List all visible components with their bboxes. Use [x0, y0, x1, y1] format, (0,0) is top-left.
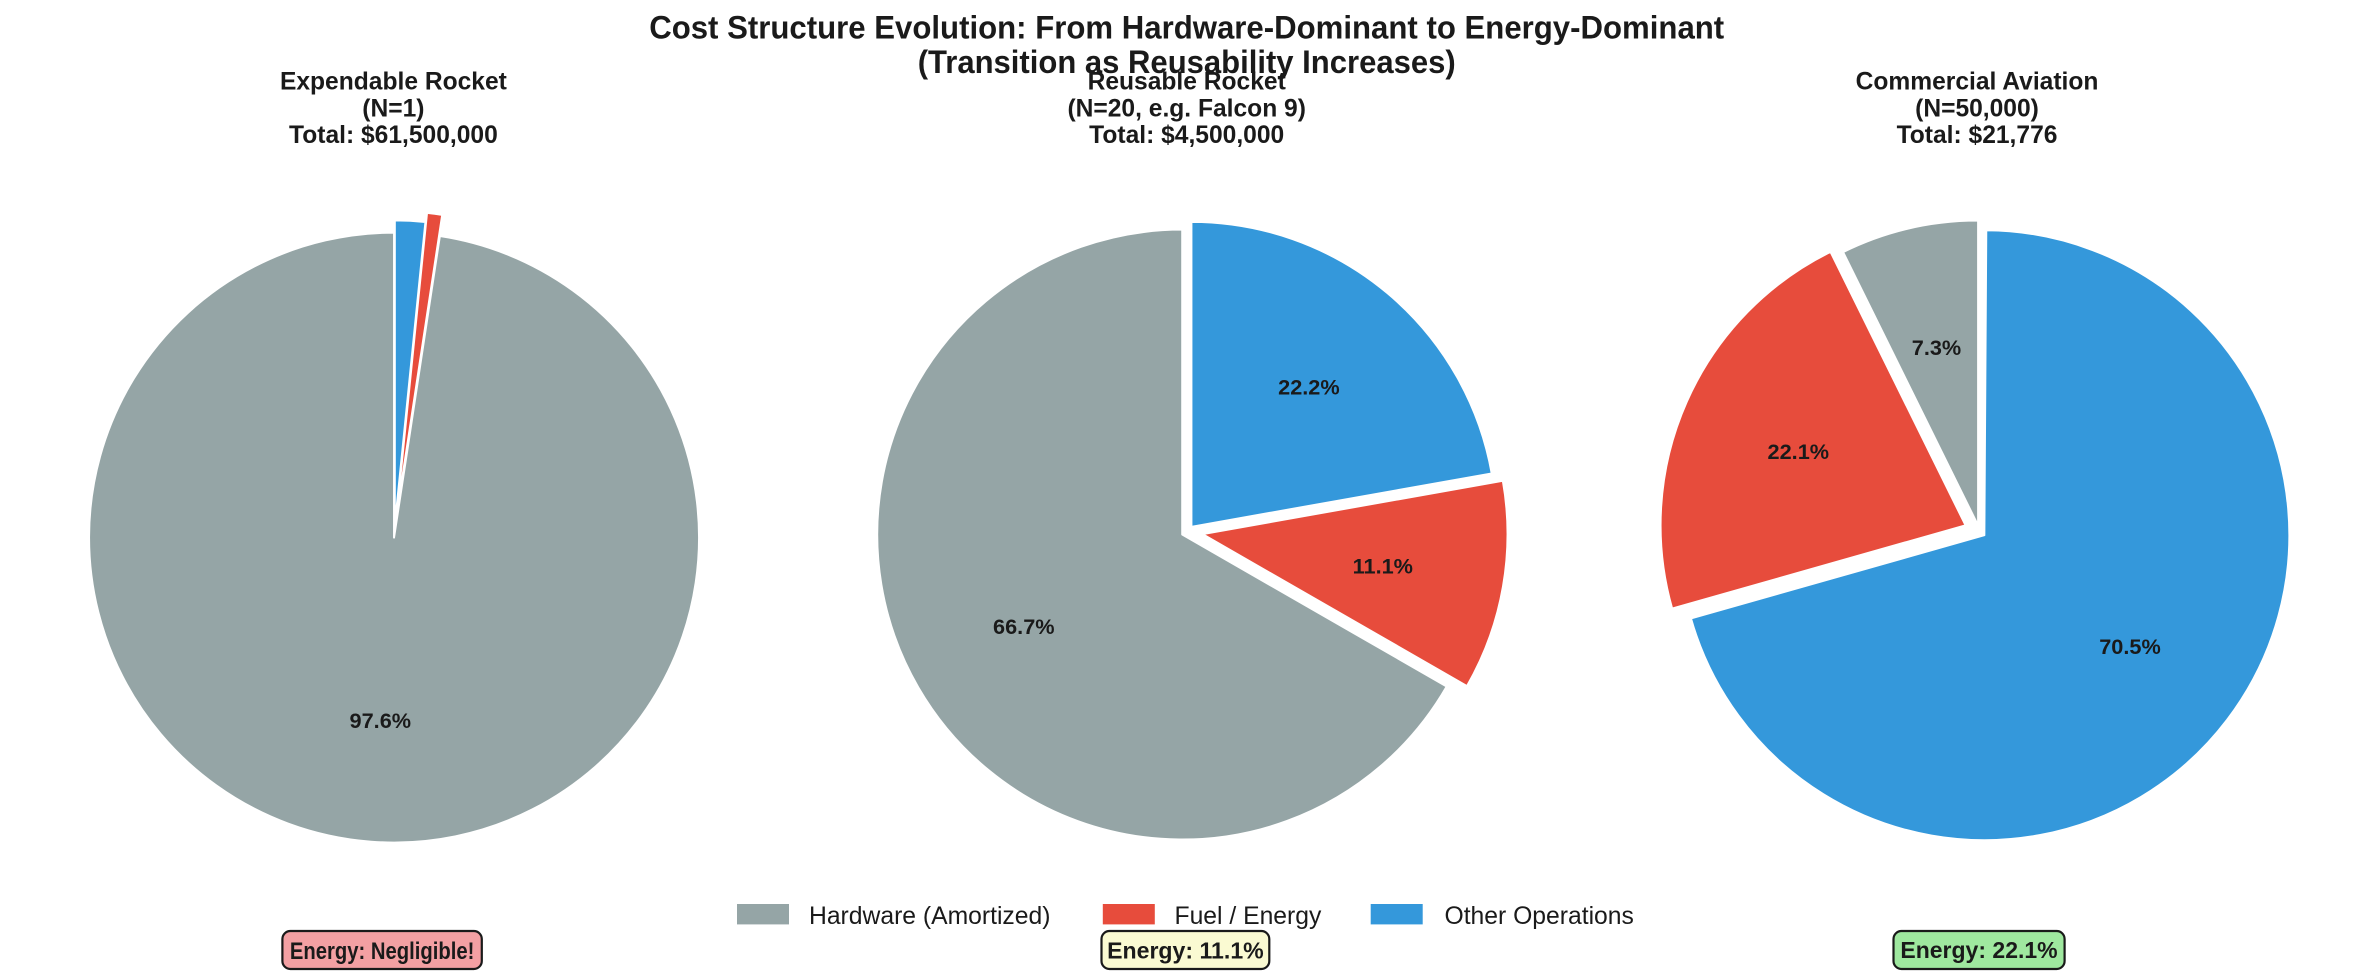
svg-text:Cost Structure Evolution: From: Cost Structure Evolution: From Hardware-…	[649, 9, 1724, 45]
svg-text:Reusable Rocket: Reusable Rocket	[1088, 69, 1286, 96]
svg-text:(Transition as Reusability Inc: (Transition as Reusability Increases)	[918, 44, 1456, 80]
svg-text:(N=1): (N=1)	[362, 95, 424, 122]
svg-text:Expendable Rocket: Expendable Rocket	[280, 69, 507, 96]
svg-text:Commercial Aviation: Commercial Aviation	[1856, 69, 2099, 96]
svg-text:Fuel / Energy: Fuel / Energy	[1175, 903, 1322, 930]
svg-text:(N=20, e.g. Falcon 9): (N=20, e.g. Falcon 9)	[1067, 95, 1306, 122]
svg-text:Other Operations: Other Operations	[1445, 903, 1634, 930]
svg-text:22.2%: 22.2%	[1278, 374, 1340, 399]
svg-text:97.6%: 97.6%	[350, 708, 412, 733]
svg-text:7.3%: 7.3%	[1912, 335, 1961, 360]
svg-text:Energy: 11.1%: Energy: 11.1%	[1107, 937, 1264, 963]
svg-text:Hardware (Amortized): Hardware (Amortized)	[809, 903, 1050, 930]
svg-text:Total: $21,776: Total: $21,776	[1897, 122, 2058, 149]
svg-text:Total: $4,500,000: Total: $4,500,000	[1089, 122, 1284, 149]
svg-text:66.7%: 66.7%	[993, 614, 1055, 639]
svg-text:(N=50,000): (N=50,000)	[1915, 95, 2039, 122]
svg-text:70.5%: 70.5%	[2099, 634, 2161, 659]
svg-text:Energy: Negligible!: Energy: Negligible!	[290, 938, 475, 965]
svg-text:Total: $61,500,000: Total: $61,500,000	[289, 122, 498, 149]
svg-text:22.1%: 22.1%	[1768, 439, 1830, 464]
svg-text:Energy: 22.1%: Energy: 22.1%	[1900, 937, 2057, 963]
svg-text:11.1%: 11.1%	[1353, 553, 1413, 578]
